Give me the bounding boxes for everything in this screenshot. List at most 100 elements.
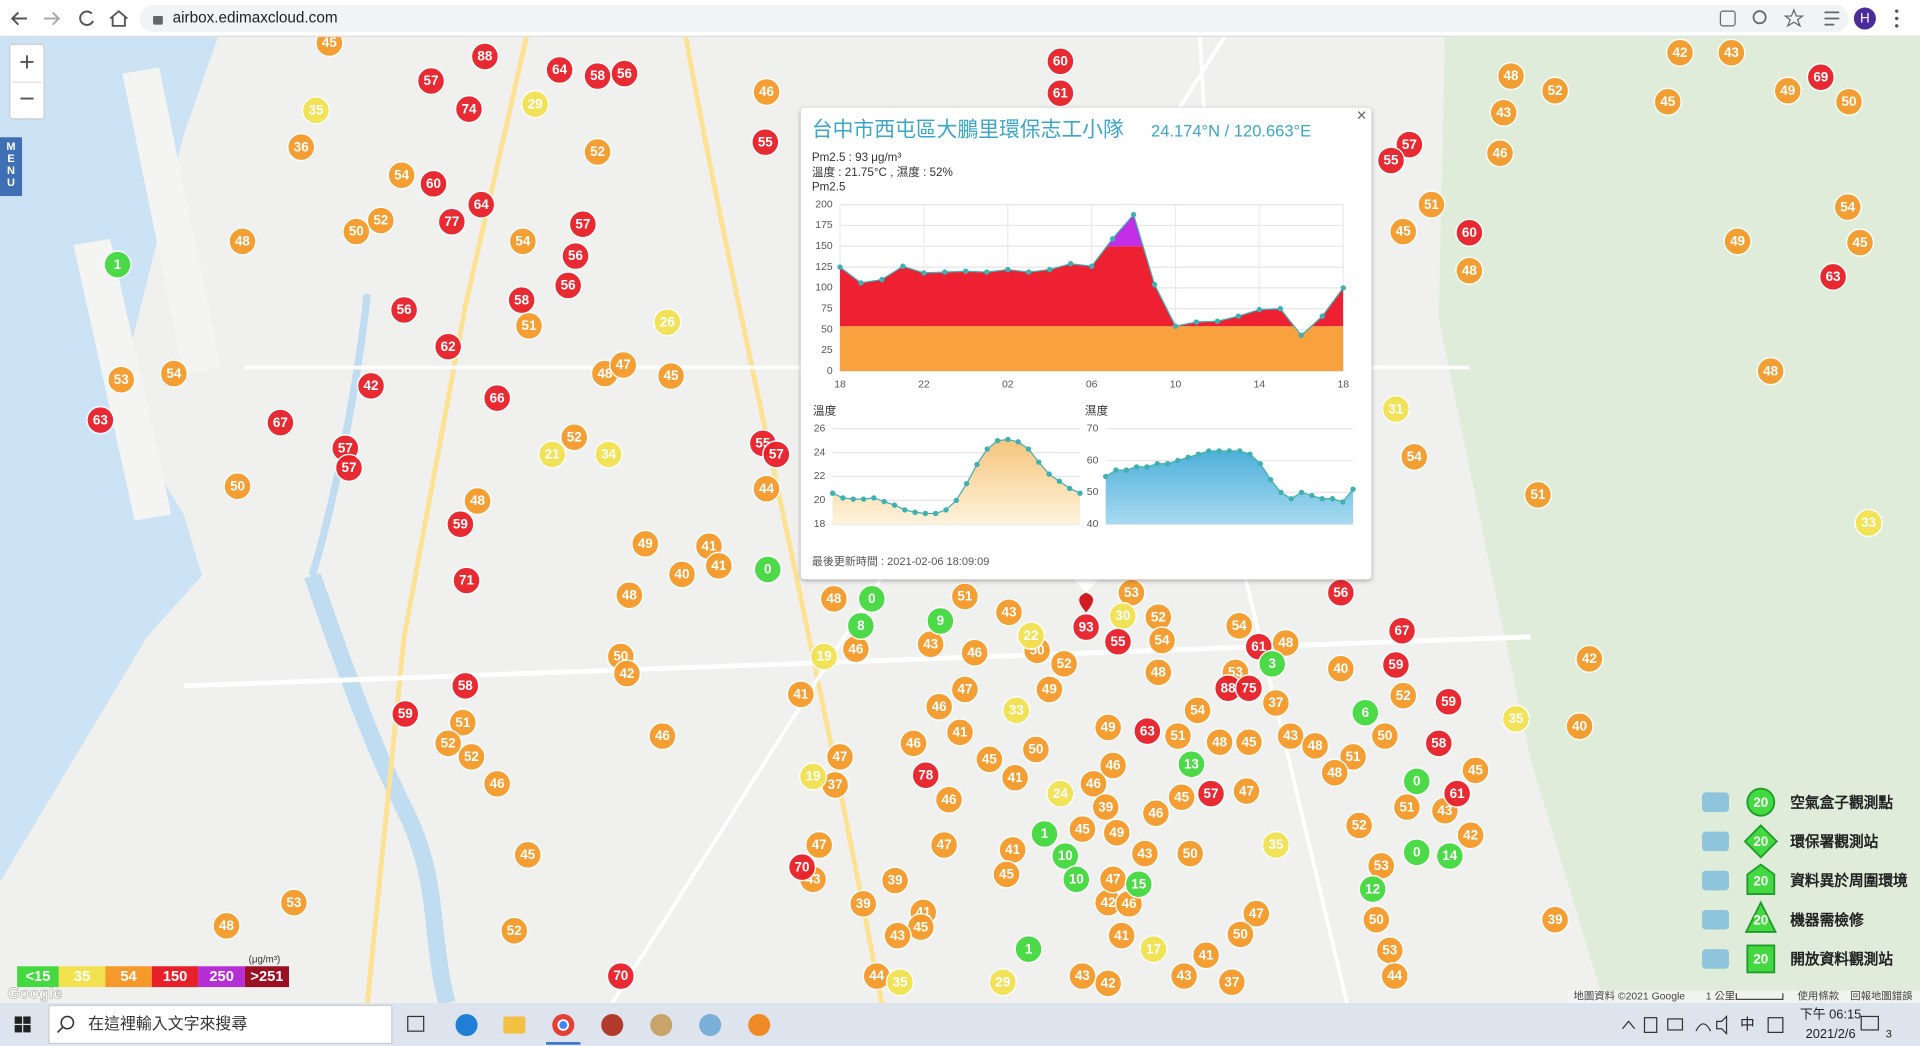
- station-marker[interactable]: [1485, 139, 1515, 168]
- station-marker[interactable]: [419, 169, 448, 199]
- station-value[interactable]: 46: [848, 641, 863, 656]
- station-marker[interactable]: [279, 888, 309, 917]
- station-marker[interactable]: [454, 94, 484, 124]
- station-value[interactable]: 26: [660, 314, 675, 329]
- address-bar[interactable]: [139, 5, 1849, 32]
- station-value[interactable]: 44: [1387, 968, 1402, 983]
- station-marker[interactable]: [926, 606, 955, 636]
- station-marker[interactable]: [1224, 611, 1254, 641]
- forward-button[interactable]: [44, 11, 61, 26]
- station-marker[interactable]: [1124, 870, 1153, 899]
- station-value[interactable]: 34: [601, 447, 616, 462]
- station-marker[interactable]: [1226, 920, 1255, 949]
- station-value[interactable]: 42: [1673, 45, 1688, 60]
- tray-arrow[interactable]: [1621, 1020, 1636, 1030]
- station-marker[interactable]: [1234, 727, 1264, 757]
- station-marker[interactable]: [514, 311, 544, 341]
- station-marker[interactable]: [1756, 356, 1785, 386]
- station-marker[interactable]: [1461, 756, 1490, 785]
- station-value[interactable]: 43: [1137, 846, 1152, 861]
- station-value[interactable]: 29: [995, 974, 1010, 989]
- station-marker[interactable]: [1163, 721, 1193, 751]
- zoom-icon[interactable]: [1752, 10, 1767, 25]
- station-value[interactable]: 24: [1053, 786, 1068, 801]
- station-value[interactable]: 51: [957, 589, 972, 604]
- station-marker[interactable]: [433, 729, 463, 758]
- app-icon[interactable]: [650, 1014, 673, 1037]
- station-marker[interactable]: [463, 486, 492, 516]
- station-marker[interactable]: [1362, 905, 1391, 934]
- station-marker[interactable]: [452, 566, 481, 595]
- station-marker[interactable]: [366, 206, 396, 235]
- station-value[interactable]: 48: [1327, 765, 1342, 780]
- wifi-icon[interactable]: [1695, 1023, 1712, 1032]
- station-value[interactable]: 46: [1086, 776, 1101, 791]
- menu-dot[interactable]: [1895, 16, 1899, 21]
- station-marker[interactable]: [1818, 262, 1848, 292]
- station-value[interactable]: 47: [1249, 906, 1264, 921]
- blender-icon[interactable]: [748, 1014, 771, 1037]
- search-box[interactable]: [48, 1004, 393, 1045]
- station-value[interactable]: 48: [1151, 665, 1166, 680]
- station-value[interactable]: 29: [528, 96, 543, 111]
- station-value[interactable]: 54: [515, 234, 530, 249]
- station-value[interactable]: 70: [795, 859, 810, 874]
- station-marker[interactable]: [885, 967, 915, 997]
- profile-avatar[interactable]: [1853, 7, 1876, 30]
- station-marker[interactable]: [560, 423, 589, 452]
- home-button[interactable]: [109, 9, 128, 27]
- station-marker[interactable]: [416, 66, 446, 96]
- station-value[interactable]: 48: [1212, 734, 1227, 749]
- station-value[interactable]: 41: [793, 687, 808, 702]
- station-marker[interactable]: [86, 405, 115, 435]
- station-marker[interactable]: [1191, 941, 1221, 970]
- station-value[interactable]: 62: [441, 339, 456, 354]
- tray-icon[interactable]: [1767, 1017, 1784, 1033]
- station-value[interactable]: 47: [616, 357, 631, 372]
- station-value[interactable]: 54: [1190, 703, 1205, 718]
- station-value[interactable]: 21: [545, 447, 560, 462]
- station-marker[interactable]: [1169, 961, 1199, 991]
- station-marker[interactable]: [1653, 87, 1682, 116]
- station-marker[interactable]: [753, 555, 782, 584]
- tray-icon[interactable]: [1643, 1017, 1658, 1033]
- station-marker[interactable]: [1103, 627, 1133, 656]
- station-value[interactable]: 88: [1221, 680, 1236, 695]
- station-value[interactable]: 50: [230, 478, 245, 493]
- back-button[interactable]: [10, 11, 27, 26]
- station-value[interactable]: 53: [1374, 858, 1389, 873]
- station-value[interactable]: 46: [967, 645, 982, 660]
- tray-icon[interactable]: [1667, 1018, 1684, 1031]
- station-marker[interactable]: [667, 560, 697, 589]
- station-marker[interactable]: [1183, 696, 1212, 725]
- bookmark-icon[interactable]: [1783, 8, 1805, 28]
- station-marker[interactable]: [934, 785, 964, 814]
- station-marker[interactable]: [883, 921, 912, 950]
- station-value[interactable]: 50: [1183, 846, 1198, 861]
- station-value[interactable]: 51: [1346, 749, 1361, 764]
- station-marker[interactable]: [467, 190, 496, 219]
- station-value[interactable]: 69: [1813, 69, 1828, 84]
- station-value[interactable]: 55: [1384, 153, 1399, 168]
- station-marker[interactable]: [1489, 98, 1518, 128]
- station-value[interactable]: 64: [474, 197, 489, 212]
- station-marker[interactable]: [513, 840, 542, 870]
- station-marker[interactable]: [615, 581, 644, 610]
- station-value[interactable]: 49: [1780, 83, 1795, 98]
- station-marker[interactable]: [583, 61, 612, 91]
- station-marker[interactable]: [751, 127, 780, 157]
- station-marker[interactable]: [1380, 961, 1409, 991]
- station-value[interactable]: 67: [1395, 623, 1410, 638]
- station-value[interactable]: 54: [1232, 618, 1247, 633]
- station-value[interactable]: 48: [597, 366, 612, 381]
- station-value[interactable]: 42: [1463, 827, 1478, 842]
- station-marker[interactable]: [1133, 716, 1162, 746]
- station-value[interactable]: 50: [349, 224, 364, 239]
- station-value[interactable]: 58: [590, 68, 605, 83]
- station-marker[interactable]: [945, 718, 975, 747]
- station-value[interactable]: 46: [941, 792, 956, 807]
- station-value[interactable]: 42: [619, 666, 634, 681]
- station-marker[interactable]: [1565, 712, 1594, 741]
- station-value[interactable]: 61: [1251, 639, 1266, 654]
- station-value[interactable]: 48: [470, 493, 485, 508]
